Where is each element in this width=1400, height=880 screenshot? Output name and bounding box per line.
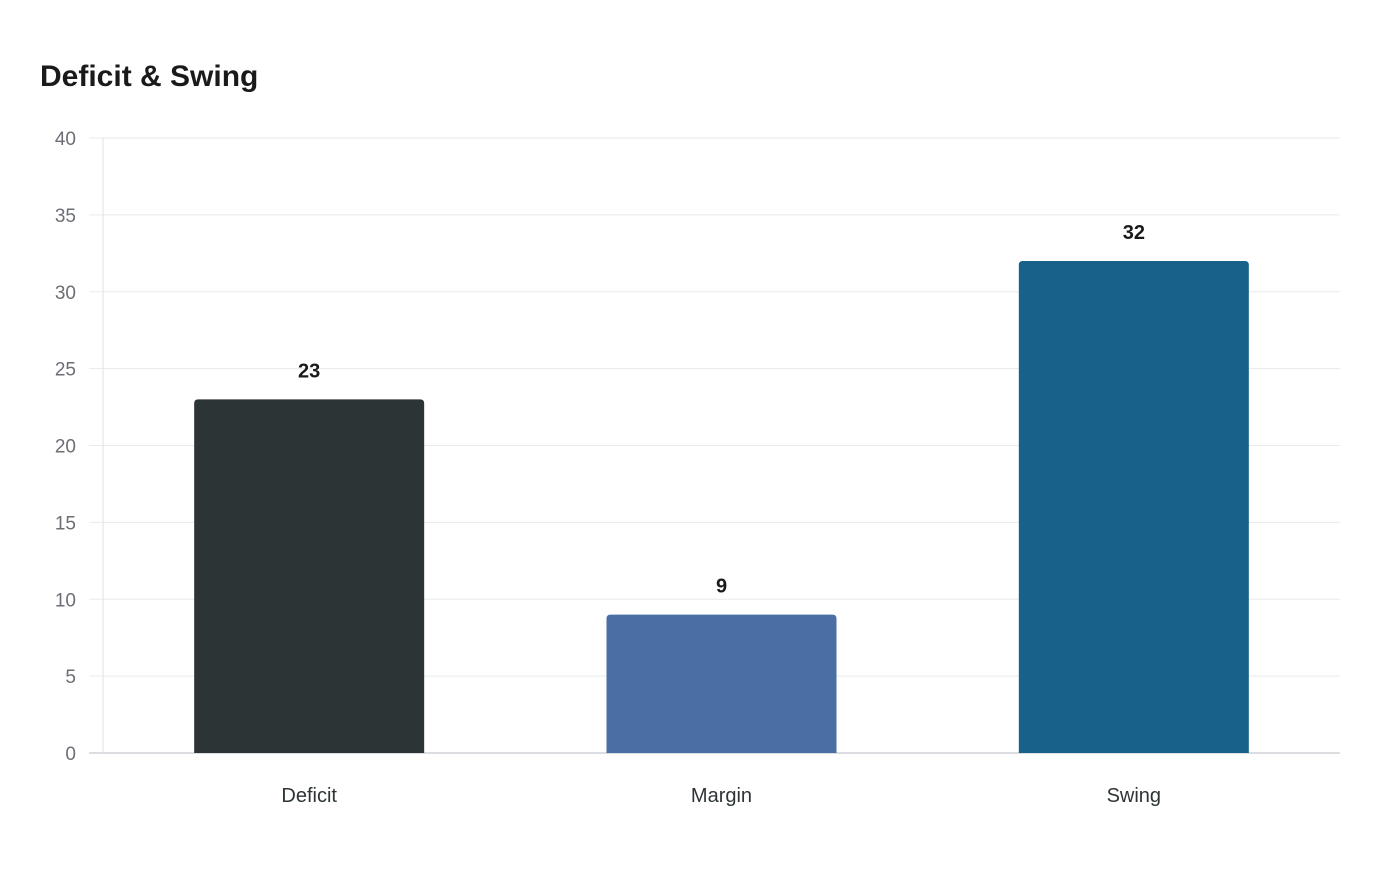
y-tick-label: 0 [65, 744, 76, 765]
y-tick-label: 15 [55, 513, 76, 534]
y-tick-label: 25 [55, 360, 76, 381]
y-tick-label: 30 [55, 283, 76, 304]
chart-title: Deficit & Swing [40, 60, 259, 93]
y-tick-label: 35 [55, 206, 76, 227]
data-label: 23 [298, 360, 320, 382]
x-tick-label: Swing [1107, 785, 1161, 807]
data-label: 32 [1123, 222, 1145, 244]
y-tick-label: 10 [55, 590, 76, 611]
bar-deficit [194, 399, 425, 753]
bar-margin [606, 614, 837, 753]
y-tick-label: 5 [65, 667, 76, 688]
y-tick-label: 20 [55, 437, 76, 458]
x-tick-label: Margin [691, 785, 752, 807]
bar-swing [1018, 261, 1249, 753]
data-label: 9 [716, 576, 727, 598]
x-tick-label: Deficit [281, 785, 337, 807]
y-tick-label: 40 [55, 129, 76, 150]
